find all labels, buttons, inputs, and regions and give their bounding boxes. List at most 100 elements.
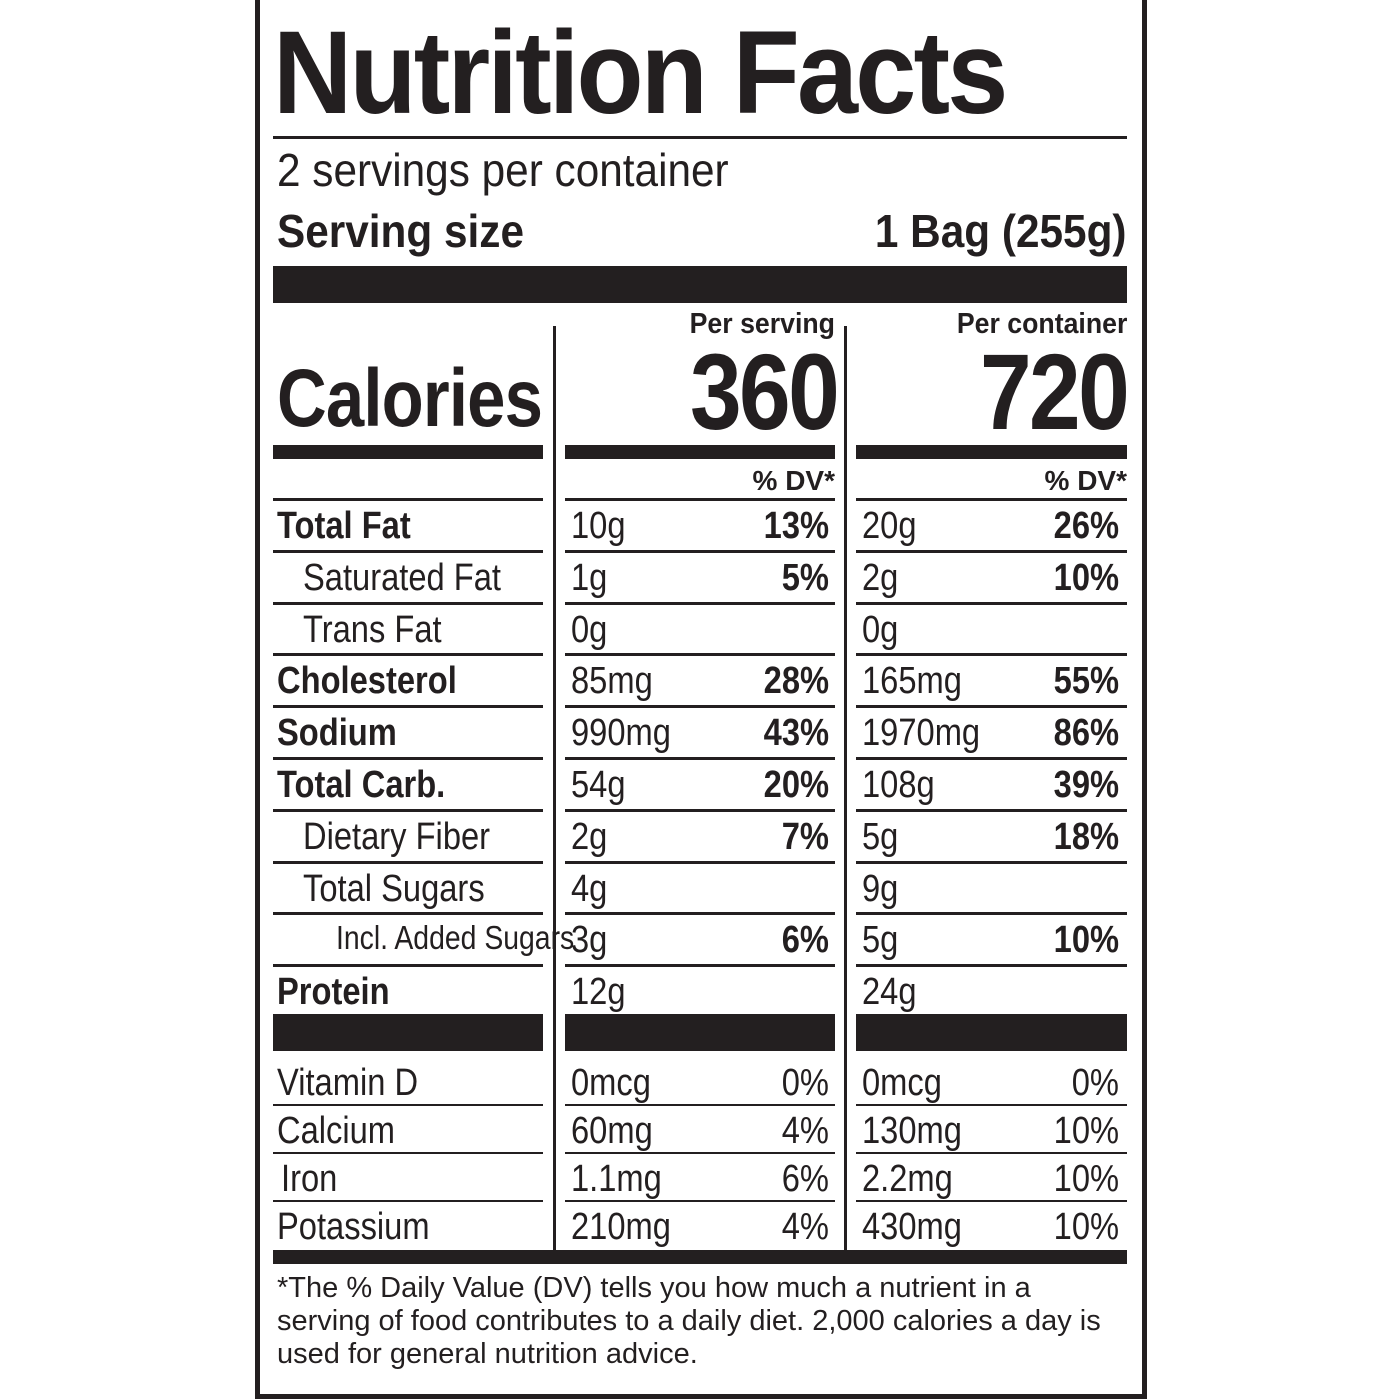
serving-dv: 28% — [763, 660, 829, 703]
label-title: Nutrition Facts — [273, 7, 1008, 139]
row-rule — [856, 964, 1127, 968]
vitamin-name: Iron — [281, 1158, 338, 1200]
per-serving-header: Per serving — [689, 308, 835, 340]
thick-rule-vitamins-label — [273, 1014, 543, 1051]
footnote-rule — [273, 1250, 1127, 1264]
container-dv: 39% — [1053, 764, 1119, 806]
calories-rule-container — [856, 445, 1127, 459]
nutrient-name: Saturated Fat — [303, 556, 502, 599]
container-amount: 430mg — [862, 1206, 962, 1248]
calories-per-container: 720 — [979, 331, 1130, 452]
vitamin-name: Potassium — [277, 1206, 430, 1248]
serving-dv: 6% — [781, 1158, 829, 1200]
calories-label: Calories — [277, 353, 543, 444]
row-rule — [273, 757, 543, 760]
container-amount: 0mcg — [862, 1062, 942, 1104]
row-rule — [856, 549, 1127, 553]
serving-amount: 0g — [571, 608, 608, 651]
row-rule — [273, 860, 543, 864]
row-rule — [273, 653, 543, 657]
serving-amount: 12g — [571, 971, 626, 1014]
serving-dv: 4% — [781, 1206, 829, 1248]
serving-amount: 4g — [571, 867, 608, 910]
row-rule — [856, 1152, 1127, 1154]
row-rule — [273, 912, 543, 916]
container-dv: 10% — [1053, 919, 1119, 962]
row-rule — [856, 808, 1127, 812]
calories-per-serving: 360 — [689, 331, 840, 452]
container-dv: 10% — [1053, 1206, 1119, 1248]
serving-amount: 85mg — [571, 660, 653, 703]
serving-dv: 4% — [781, 1110, 829, 1152]
row-rule — [565, 912, 835, 916]
row-rule — [856, 601, 1127, 605]
row-rule — [273, 1104, 543, 1106]
nutrient-name: Total Sugars — [303, 867, 485, 910]
row-rule — [565, 705, 835, 709]
row-rule — [565, 1152, 835, 1154]
row-rule — [273, 498, 543, 501]
row-rule — [273, 1200, 543, 1202]
nutrient-name: Dietary Fiber — [303, 815, 491, 858]
thick-rule-top — [273, 266, 1127, 303]
serving-dv: 43% — [763, 712, 829, 755]
container-dv: 18% — [1053, 815, 1119, 858]
footnote: *The % Daily Value (DV) tells you how mu… — [277, 1272, 1101, 1370]
container-amount: 2g — [862, 556, 899, 599]
container-dv: 55% — [1053, 660, 1119, 703]
row-rule — [565, 653, 835, 657]
serving-amount: 990mg — [571, 712, 671, 755]
nutrient-name: Cholesterol — [277, 660, 457, 703]
servings-per-container: 2 servings per container — [277, 144, 729, 196]
row-rule — [856, 912, 1127, 916]
container-amount: 0g — [862, 608, 899, 651]
serving-amount: 1g — [571, 556, 608, 599]
serving-dv: 5% — [781, 556, 829, 599]
thick-rule-vitamins-container — [856, 1014, 1127, 1051]
nutrition-facts-panel — [255, 0, 1147, 1399]
nutrient-name: Protein — [277, 971, 390, 1014]
row-rule — [273, 549, 543, 553]
row-rule — [856, 1200, 1127, 1202]
row-rule — [856, 757, 1127, 760]
row-rule — [565, 964, 835, 968]
calories-rule-serving — [565, 445, 835, 459]
row-rule — [856, 498, 1127, 501]
row-rule — [273, 601, 543, 605]
row-rule — [273, 1152, 543, 1154]
serving-dv: 6% — [781, 919, 829, 962]
column-divider-1 — [553, 326, 556, 1252]
vitamin-name: Calcium — [277, 1110, 396, 1152]
serving-amount: 2g — [571, 815, 608, 858]
serving-dv: 13% — [763, 505, 829, 547]
serving-size-label: Serving size — [277, 205, 524, 257]
container-amount: 5g — [862, 919, 899, 962]
row-rule — [565, 498, 835, 501]
container-amount: 2.2mg — [862, 1158, 953, 1200]
container-amount: 20g — [862, 505, 917, 547]
row-rule — [565, 601, 835, 605]
serving-amount: 1.1mg — [571, 1158, 662, 1200]
serving-amount: 0mcg — [571, 1062, 651, 1104]
title-rule — [273, 136, 1127, 139]
container-dv: 86% — [1053, 712, 1119, 755]
thick-rule-vitamins-serving — [565, 1014, 835, 1051]
row-rule — [565, 1200, 835, 1202]
column-divider-2 — [844, 326, 847, 1252]
dv-header-container: % DV* — [1044, 465, 1127, 496]
vitamin-name: Vitamin D — [277, 1062, 419, 1104]
container-amount: 108g — [862, 764, 935, 806]
calories-rule-label — [273, 445, 543, 459]
serving-size-value: 1 Bag (255g) — [875, 205, 1127, 257]
row-rule — [565, 1104, 835, 1106]
container-dv: 26% — [1053, 505, 1119, 547]
per-container-header: Per container — [956, 308, 1127, 340]
row-rule — [273, 964, 543, 968]
nutrient-name: Incl. Added Sugars — [336, 919, 575, 957]
container-amount: 5g — [862, 815, 899, 858]
container-amount: 24g — [862, 971, 917, 1014]
row-rule — [273, 705, 543, 709]
serving-amount: 60mg — [571, 1110, 653, 1152]
dv-header-serving: % DV* — [752, 465, 835, 496]
serving-dv: 7% — [781, 815, 829, 858]
